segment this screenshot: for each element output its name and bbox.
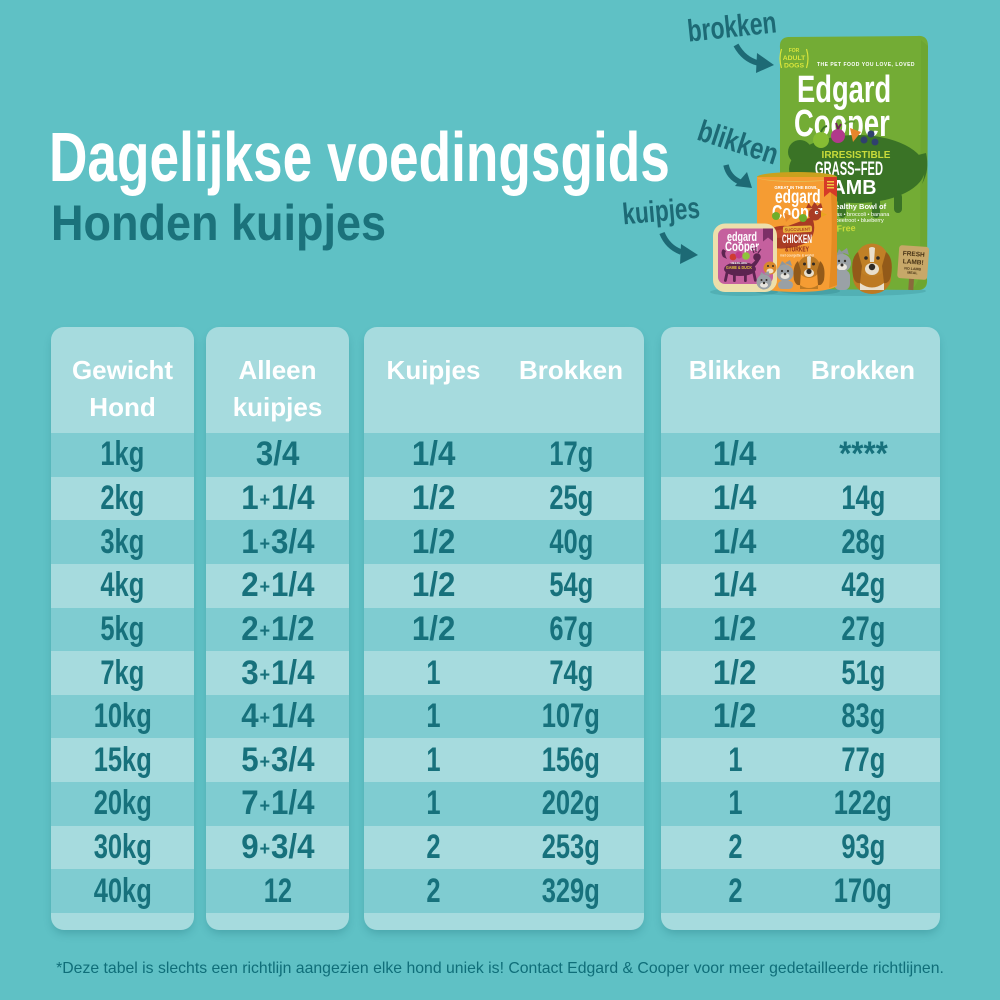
svg-text:GREAT IN THE BOWL: GREAT IN THE BOWL	[774, 185, 818, 190]
svg-text:Cooper: Cooper	[725, 240, 759, 255]
svg-text:CHICKEN: CHICKEN	[782, 234, 812, 246]
svg-text:FRESH: FRESH	[902, 250, 925, 259]
svg-text:edgard: edgard	[775, 186, 821, 208]
svg-text:DOGS: DOGS	[784, 63, 804, 70]
svg-text:GAME & DUCK: GAME & DUCK	[726, 265, 753, 270]
svg-text:IRRESISTIBLE: IRRESISTIBLE	[822, 150, 891, 161]
svg-text:edgard: edgard	[727, 231, 757, 245]
svg-text:blikken: blikken	[694, 113, 783, 171]
svg-text:Edgard: Edgard	[797, 69, 891, 111]
svg-text:MEAL: MEAL	[907, 271, 918, 276]
svg-text:HEERLIJKE: HEERLIJKE	[731, 261, 748, 265]
svg-text:• peas • broccoli • banana: • peas • broccoli • banana	[827, 212, 891, 218]
svg-text:ADULT: ADULT	[783, 55, 806, 62]
svg-text:• beetroot • blueberry: • beetroot • blueberry	[832, 218, 884, 224]
svg-text:kuipjes: kuipjes	[621, 191, 701, 232]
svg-text:&TURKEY: &TURKEY	[785, 245, 809, 254]
svg-text:SUCCULENT: SUCCULENT	[784, 227, 810, 233]
svg-text:LAMB!: LAMB!	[902, 258, 923, 266]
svg-text:met courgette & wortel: met courgette & wortel	[780, 254, 814, 258]
svg-text:FOR: FOR	[789, 48, 800, 54]
svg-text:Healthy Bowl of: Healthy Bowl of	[830, 202, 887, 211]
svg-text:NO LAMB: NO LAMB	[904, 266, 921, 271]
svg-text:brokken: brokken	[686, 4, 778, 48]
svg-text:THE PET FOOD YOU LOVE, LOVED: THE PET FOOD YOU LOVE, LOVED	[817, 62, 915, 68]
